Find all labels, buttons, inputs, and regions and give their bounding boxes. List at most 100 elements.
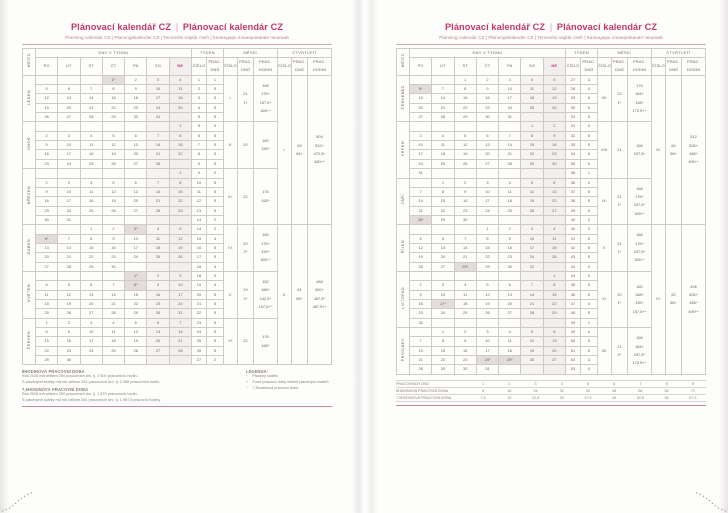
day-cell: 14	[57, 242, 81, 254]
day-cell: 4	[34, 280, 59, 291]
day-cell: 14	[431, 93, 455, 104]
conversion-value: 24	[522, 387, 549, 395]
day-cell: 4	[146, 224, 170, 235]
day-cell: 21	[520, 298, 544, 310]
calendar-week-row: 22 23 24 25 26 27 28 26 5	[23, 345, 332, 357]
day-cell	[168, 158, 192, 170]
day-cell: 28	[79, 112, 103, 123]
week-workdays: 5	[579, 233, 598, 244]
month-number: XII.	[596, 327, 612, 375]
day-cell: 2	[542, 121, 566, 132]
month-workdays: 21 1*	[610, 224, 628, 272]
quarter-number: IV.	[651, 224, 666, 375]
day-cell: 29	[101, 112, 126, 123]
day-cell: 19	[101, 149, 126, 160]
day-cell: 5	[453, 130, 477, 142]
day-cell: 1	[79, 224, 103, 235]
quarter-workdays: 62 66+	[665, 224, 682, 375]
day-cell: 13	[498, 289, 522, 300]
week-number: 7	[190, 140, 207, 151]
day-cell: 10	[168, 280, 192, 291]
week-workdays: 0	[579, 121, 598, 132]
day-cell: 12	[34, 93, 59, 104]
day-cell: 5	[101, 177, 126, 188]
week-workdays: 4	[579, 84, 598, 95]
week-workdays: 5	[579, 242, 598, 254]
conversion-value: 48	[601, 387, 628, 395]
week-workdays: 5	[205, 289, 224, 300]
week-number: 49	[564, 317, 581, 329]
day-cell	[34, 121, 59, 132]
day-cell	[453, 168, 477, 179]
day-cell: 31	[168, 308, 192, 319]
week-number: 21	[190, 298, 207, 310]
day-cell: 7	[498, 130, 522, 142]
month-workhours: 168 176+ 157,5^ 165+^	[252, 74, 279, 123]
month-name-září: ZÁŘÍ	[396, 177, 410, 226]
calendar-week-row: 12 13 14 15 16 17 18 3 5	[23, 93, 332, 104]
calendar-week-row: 23 24 25 26 27 28 29 13 5	[23, 205, 332, 216]
day-cell: 25	[101, 345, 126, 357]
day-cell: 9	[34, 140, 59, 151]
header-group-week: TÝDEN	[190, 47, 224, 59]
day-cell: 26	[408, 261, 433, 272]
month-workdays: 21 1*	[236, 74, 254, 123]
day-cell: 4	[79, 177, 103, 188]
day-cell: 13	[124, 140, 148, 151]
day-cell: 21	[57, 252, 81, 263]
week-workdays: 5	[579, 112, 598, 123]
header-month-workhours: PRAC. HODIN	[626, 57, 653, 76]
day-cell: 5	[168, 224, 192, 235]
day-cell	[408, 74, 433, 86]
conversion-value: 30	[548, 394, 575, 402]
day-cell: 10	[475, 186, 500, 198]
day-cell	[79, 168, 103, 179]
day-cell: 7	[146, 130, 170, 142]
day-cell: 27	[79, 308, 103, 319]
week-number: 37	[564, 186, 581, 198]
month-number: II.	[222, 121, 238, 170]
calendar-week-row: 15 16 17 18 19 20 21 25 5	[23, 336, 332, 347]
week-workdays: 5	[205, 84, 224, 95]
week-number: 44	[564, 270, 581, 282]
day-cell: 20	[34, 252, 59, 263]
conversion-value: 9	[679, 379, 706, 388]
header-weekday-so: SO	[520, 57, 544, 76]
day-cell: 19	[124, 336, 148, 347]
week-workdays: 5	[205, 298, 224, 310]
day-cell: 2	[34, 177, 59, 188]
week-number: 50	[564, 336, 581, 347]
conversion-value: 45	[601, 394, 628, 402]
day-cell	[520, 270, 544, 282]
week-workdays: 5	[579, 93, 598, 104]
day-cell	[101, 121, 126, 132]
day-cell: 26	[453, 158, 477, 170]
day-cell: 14	[101, 289, 126, 300]
page-title-left: Plánovací kalendář CZ | Plánovací kalend…	[22, 22, 332, 32]
day-cell: 19	[520, 196, 544, 207]
calendar-week-row: SRPEN 1 2 31 0 VIII. 21 168 157,5^	[396, 121, 706, 179]
day-cell: 5	[475, 280, 500, 291]
quarter-workdays: 63 64+	[291, 74, 308, 226]
day-cell: 8	[101, 84, 126, 95]
day-cell	[34, 224, 59, 235]
day-cell: 26	[542, 102, 566, 114]
day-cell: 31	[520, 261, 544, 272]
day-cell: 4	[498, 177, 522, 188]
day-cell: 20	[124, 149, 148, 160]
day-cell: 23	[34, 158, 59, 170]
day-cell: 17	[520, 242, 544, 254]
day-cell: 16	[453, 345, 477, 357]
day-cell: 6	[124, 177, 148, 188]
day-cell: 21	[498, 149, 522, 160]
day-cell: 17	[146, 93, 170, 104]
day-cell: 18	[79, 196, 103, 207]
month-workdays: 20 2*	[236, 224, 254, 272]
day-cell: 28	[146, 158, 170, 170]
week-workdays: 5	[205, 140, 224, 151]
day-cell	[79, 121, 103, 132]
day-cell: 20	[57, 102, 81, 114]
day-cell: 10	[431, 289, 455, 300]
day-cell: 15	[101, 93, 126, 104]
calendar-week-row: PROSINEC 1 2 3 4 5 6 49 4 XII. 21 2* 168 184+ 157,5^ 17…	[396, 326, 706, 375]
